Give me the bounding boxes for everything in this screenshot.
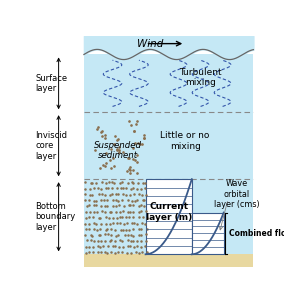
Text: Wave
orbital
layer (cms): Wave orbital layer (cms) — [214, 179, 260, 209]
Bar — [192, 213, 224, 254]
Text: Suspended
sediment: Suspended sediment — [94, 141, 142, 160]
Text: Inviscid
core
layer: Inviscid core layer — [36, 131, 68, 161]
Text: Wind: Wind — [137, 39, 163, 49]
Text: Current
layer (m): Current layer (m) — [145, 202, 192, 222]
Bar — [146, 179, 192, 254]
Text: Combined flow: Combined flow — [229, 229, 284, 238]
Bar — [84, 55, 253, 254]
Bar — [84, 254, 253, 267]
Text: Turbulent
mixing: Turbulent mixing — [179, 68, 222, 87]
Text: Surface
layer: Surface layer — [36, 74, 68, 93]
Text: Bottom
boundary
layer: Bottom boundary layer — [36, 202, 76, 232]
Text: Little or no
mixing: Little or no mixing — [160, 131, 210, 151]
